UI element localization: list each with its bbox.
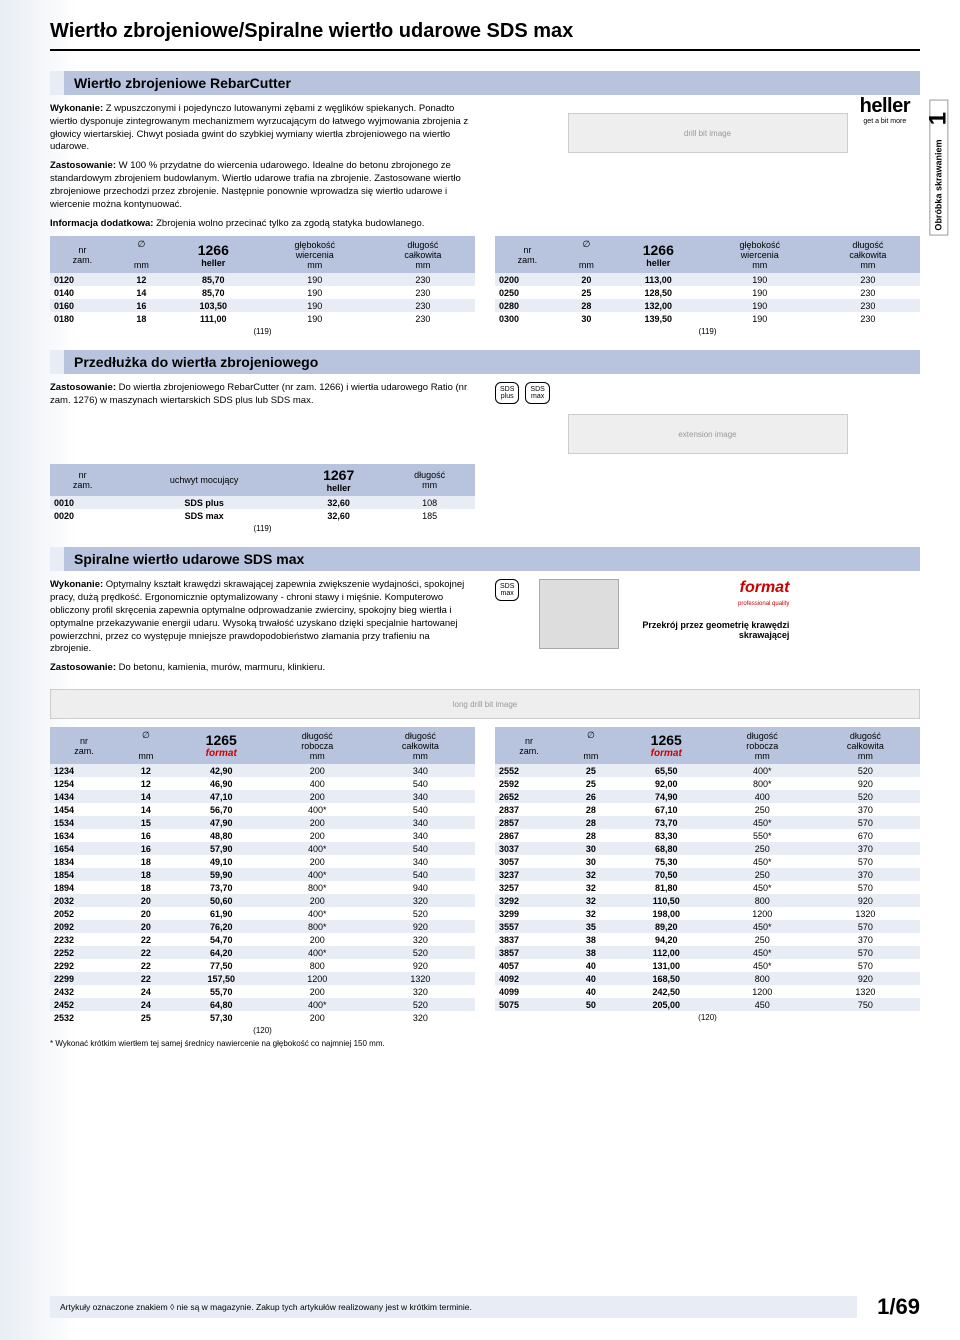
sec1-wykonanie: Wykonanie: Z wpuszczonymi i pojedynczo l…: [50, 103, 470, 154]
table-row: 18541859,90400*540: [50, 868, 475, 881]
table-row: 20522061,90400*520: [50, 907, 475, 920]
sec2-footnote: (119): [50, 522, 475, 533]
sec3-icons: SDS max: [495, 579, 519, 601]
drill-head-image: [539, 579, 619, 649]
sec2-zastosowanie: Zastosowanie: Do wiertła zbrojeniowego R…: [50, 382, 470, 408]
table-row: 25922592,00800*920: [495, 777, 920, 790]
table-row: 385738112,00450*570: [495, 946, 920, 959]
table-row: 18941873,70800*940: [50, 881, 475, 894]
table-row: 329932198,0012001320: [495, 907, 920, 920]
table-row: 30373068,80250370: [495, 842, 920, 855]
table-row: 24322455,70200320: [50, 985, 475, 998]
sec1-zastosowanie: Zastosowanie: W 100 % przydatne do wierc…: [50, 160, 470, 211]
heller-logo: heller get a bit more: [860, 95, 910, 125]
table-row: 38373894,20250370: [495, 933, 920, 946]
table-row: 26522674,90400520: [495, 790, 920, 803]
side-tab: Obróbka skrawaniem 1: [929, 100, 948, 236]
table-row: 16341648,80200340: [50, 829, 475, 842]
table-row: 329232110,50800920: [495, 894, 920, 907]
table-row: 14341447,10200340: [50, 790, 475, 803]
table-row: 409240168,50800920: [495, 972, 920, 985]
table-row: 0010SDS plus32,60108: [50, 496, 475, 509]
table-row: 30573075,30450*570: [495, 855, 920, 868]
table-row: 025025128,50190230: [495, 286, 920, 299]
footer-note: Artykuły oznaczone znakiem ◊ nie są w ma…: [50, 1296, 857, 1318]
table-row: 16541657,90400*540: [50, 842, 475, 855]
table-row: 0020SDS max32,60185: [50, 509, 475, 522]
sec3-asterisk: * Wykonać krótkim wiertłem tej samej śre…: [50, 1039, 475, 1048]
sds-max-bit-image: long drill bit image: [50, 689, 920, 719]
table-row: 24522464,80400*520: [50, 998, 475, 1011]
table-row: 25322557,30200320: [50, 1011, 475, 1024]
table-row: 01201285,70190230: [50, 273, 475, 286]
table-row: 405740131,00450*570: [495, 959, 920, 972]
table-row: 28672883,30550*670: [495, 829, 920, 842]
table-row: 15341547,90200340: [50, 816, 475, 829]
table-row: 35573589,20450*570: [495, 920, 920, 933]
table-row: 018018111,00190230: [50, 312, 475, 325]
table-row: 229922157,5012001320: [50, 972, 475, 985]
table-row: 020020113,00190230: [495, 273, 920, 286]
table-row: 030030139,50190230: [495, 312, 920, 325]
sec3-table-right: nr zam. ∅mm 1265format długość roboczamm…: [495, 727, 920, 1011]
table-row: 016016103,50190230: [50, 299, 475, 312]
sec3-footnote-r: (120): [495, 1011, 920, 1022]
table-row: 12341242,90200340: [50, 764, 475, 777]
table-row: 18341849,10200340: [50, 855, 475, 868]
table-row: 22522264,20400*520: [50, 946, 475, 959]
sec3-wykonanie: Wykonanie: Optymalny kształt krawędzi sk…: [50, 579, 470, 656]
section3-title: Spiralne wiertło udarowe SDS max: [50, 547, 920, 571]
table-row: 32573281,80450*570: [495, 881, 920, 894]
cross-section-label: Przekrój przez geometrię krawędzi skrawa…: [639, 620, 789, 640]
table-row: 507550205,00450750: [495, 998, 920, 1011]
table-row: 409940242,5012001320: [495, 985, 920, 998]
table-row: 28572873,70450*570: [495, 816, 920, 829]
section1-title: Wiertło zbrojeniowe RebarCutter: [50, 71, 920, 95]
sec1-footnote-r: (119): [495, 325, 920, 336]
table-row: 32373270,50250370: [495, 868, 920, 881]
table-row: 20322050,60200320: [50, 894, 475, 907]
table-row: 22322254,70200320: [50, 933, 475, 946]
table-row: 028028132,00190230: [495, 299, 920, 312]
table-row: 01401485,70190230: [50, 286, 475, 299]
sec3-footnote-l: (120): [50, 1024, 475, 1035]
table-row: 22922277,50800920: [50, 959, 475, 972]
table-row: 14541456,70400*540: [50, 803, 475, 816]
sec1-table-right: nr zam. ∅mm 1266heller głębokość wiercen…: [495, 236, 920, 325]
rebar-cutter-image: drill bit image: [568, 113, 848, 153]
table-row: 28372867,10250370: [495, 803, 920, 816]
page-number: 1/69: [877, 1294, 920, 1320]
sec3-zastosowanie: Zastosowanie: Do betonu, kamienia, murów…: [50, 662, 470, 675]
table-row: 25522565,50400*520: [495, 764, 920, 777]
extension-image: extension image: [568, 414, 848, 454]
table-row: 20922076,20800*920: [50, 920, 475, 933]
table-row: 12541246,90400540: [50, 777, 475, 790]
sec1-table-left: nr zam. ∅mm 1266heller głębokość wiercen…: [50, 236, 475, 325]
sec3-table-left: nr zam. ∅mm 1265format długość roboczamm…: [50, 727, 475, 1024]
sec1-footnote-l: (119): [50, 325, 475, 336]
sec2-icons: SDS plus SDS max: [495, 382, 920, 404]
format-logo: formatprofessional quality: [639, 579, 789, 608]
section2-title: Przedłużka do wiertła zbrojeniowego: [50, 350, 920, 374]
page-title: Wiertło zbrojeniowe/Spiralne wiertło uda…: [50, 20, 920, 51]
sec2-table: nr zam. uchwyt mocujący 1267heller długo…: [50, 464, 475, 522]
sec1-info: Informacja dodatkowa: Zbrojenia wolno pr…: [50, 218, 470, 231]
